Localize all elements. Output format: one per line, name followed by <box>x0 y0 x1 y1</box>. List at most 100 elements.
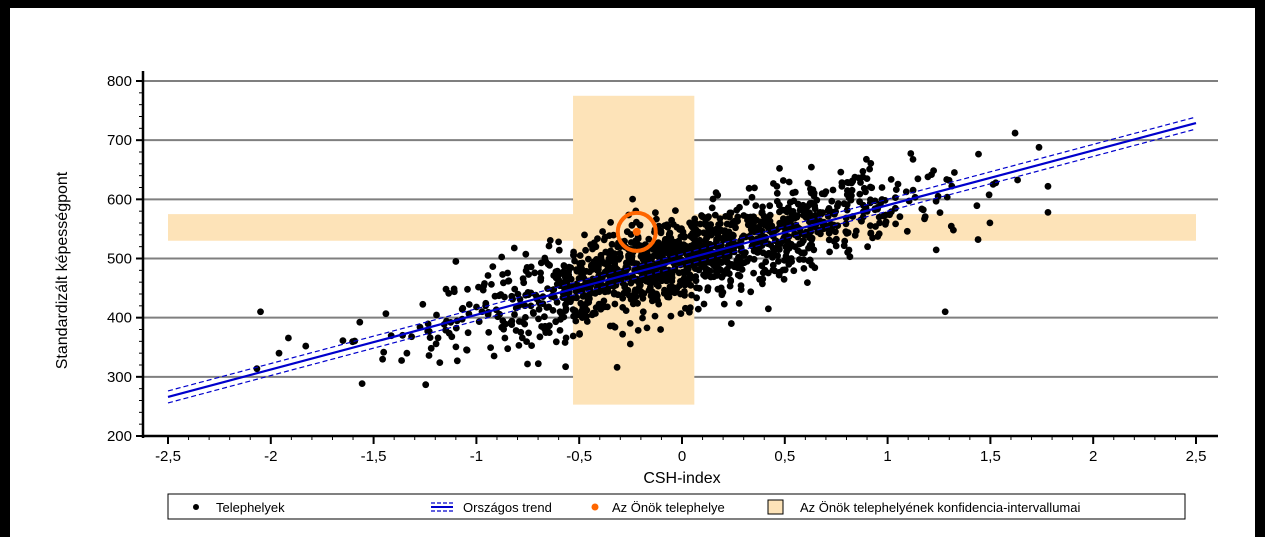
data-point <box>565 263 573 271</box>
data-point <box>535 315 542 323</box>
data-point <box>892 220 899 228</box>
data-point <box>425 352 433 359</box>
data-point <box>614 243 621 251</box>
data-point <box>557 316 564 323</box>
data-point <box>644 274 652 282</box>
data-point <box>424 327 432 335</box>
data-point <box>896 213 904 221</box>
data-point <box>601 288 609 296</box>
data-point <box>878 184 886 191</box>
data-point <box>733 206 741 214</box>
data-point <box>773 183 781 190</box>
y-tick-label: 200 <box>107 428 132 445</box>
data-point <box>838 182 846 190</box>
data-point <box>528 342 535 349</box>
trend-line <box>167 121 1197 399</box>
data-point <box>629 195 636 203</box>
data-point <box>663 274 671 282</box>
data-point <box>844 187 851 194</box>
data-point <box>647 279 655 287</box>
data-point <box>672 207 679 215</box>
data-point <box>692 273 700 280</box>
data-point <box>1011 129 1019 137</box>
data-point <box>536 333 544 341</box>
data-point <box>275 349 283 357</box>
data-point <box>511 285 519 293</box>
data-point <box>463 346 470 354</box>
data-point <box>919 206 927 214</box>
data-point <box>678 225 685 233</box>
data-point <box>798 249 805 257</box>
data-point <box>773 198 781 205</box>
data-point <box>504 345 512 353</box>
data-point <box>1044 182 1052 190</box>
data-point <box>724 259 731 266</box>
data-point <box>578 273 585 280</box>
data-point <box>866 165 873 173</box>
data-point <box>657 326 664 333</box>
data-point <box>639 314 646 322</box>
data-point <box>498 253 506 261</box>
data-point <box>531 269 539 277</box>
data-point <box>643 250 651 258</box>
data-point <box>791 188 799 196</box>
data-point <box>700 229 708 237</box>
data-point <box>561 339 569 346</box>
data-point <box>668 216 675 224</box>
x-axis-title: CSH-index <box>643 470 720 487</box>
data-point <box>610 255 618 263</box>
data-point <box>774 252 781 259</box>
data-point <box>914 175 922 183</box>
data-point <box>800 265 808 272</box>
data-point <box>610 290 618 298</box>
data-point <box>490 352 498 360</box>
data-point <box>789 208 797 215</box>
data-point <box>842 220 850 228</box>
data-point <box>975 150 982 158</box>
data-point <box>600 297 608 305</box>
data-point <box>382 310 390 318</box>
data-point <box>573 267 581 275</box>
x-tick-label: -1 <box>470 448 483 465</box>
data-point <box>714 229 722 237</box>
data-point <box>544 260 552 268</box>
data-point <box>448 333 456 341</box>
x-tick-label: 1,5 <box>980 448 1001 465</box>
data-point <box>973 202 981 210</box>
data-point <box>803 230 811 238</box>
data-point <box>766 202 774 210</box>
data-point <box>693 294 700 302</box>
legend-highlight-icon <box>591 503 599 511</box>
data-point <box>380 348 388 356</box>
data-point <box>951 169 958 176</box>
data-point <box>808 234 816 242</box>
data-point <box>521 320 529 328</box>
data-point <box>583 306 591 314</box>
data-point <box>688 291 695 299</box>
data-point <box>681 233 688 241</box>
data-point <box>729 219 736 227</box>
data-point <box>848 179 855 187</box>
scatter-chart: 200 300 400 500 600 700 800 -2,5 -2 -1,5 -1 -0,5 0 0,… <box>54 71 1218 520</box>
data-point <box>591 289 599 297</box>
data-point <box>709 195 717 203</box>
data-point <box>859 168 867 175</box>
data-point <box>555 246 563 254</box>
data-point <box>583 318 591 325</box>
data-point <box>653 268 660 276</box>
data-point <box>398 357 405 364</box>
data-point <box>339 337 347 344</box>
data-point <box>779 177 787 184</box>
data-point <box>464 329 472 337</box>
legend-label-konfidencia: Az Önök telephelyének konfidencia-interv… <box>800 500 1080 515</box>
data-point <box>546 237 554 244</box>
data-point <box>785 178 793 186</box>
data-point <box>985 191 993 199</box>
data-point <box>791 231 799 239</box>
data-point <box>433 311 440 319</box>
data-point <box>907 150 915 157</box>
data-point <box>427 344 435 352</box>
data-point <box>867 160 875 167</box>
trend-ci-upper <box>167 116 1197 392</box>
